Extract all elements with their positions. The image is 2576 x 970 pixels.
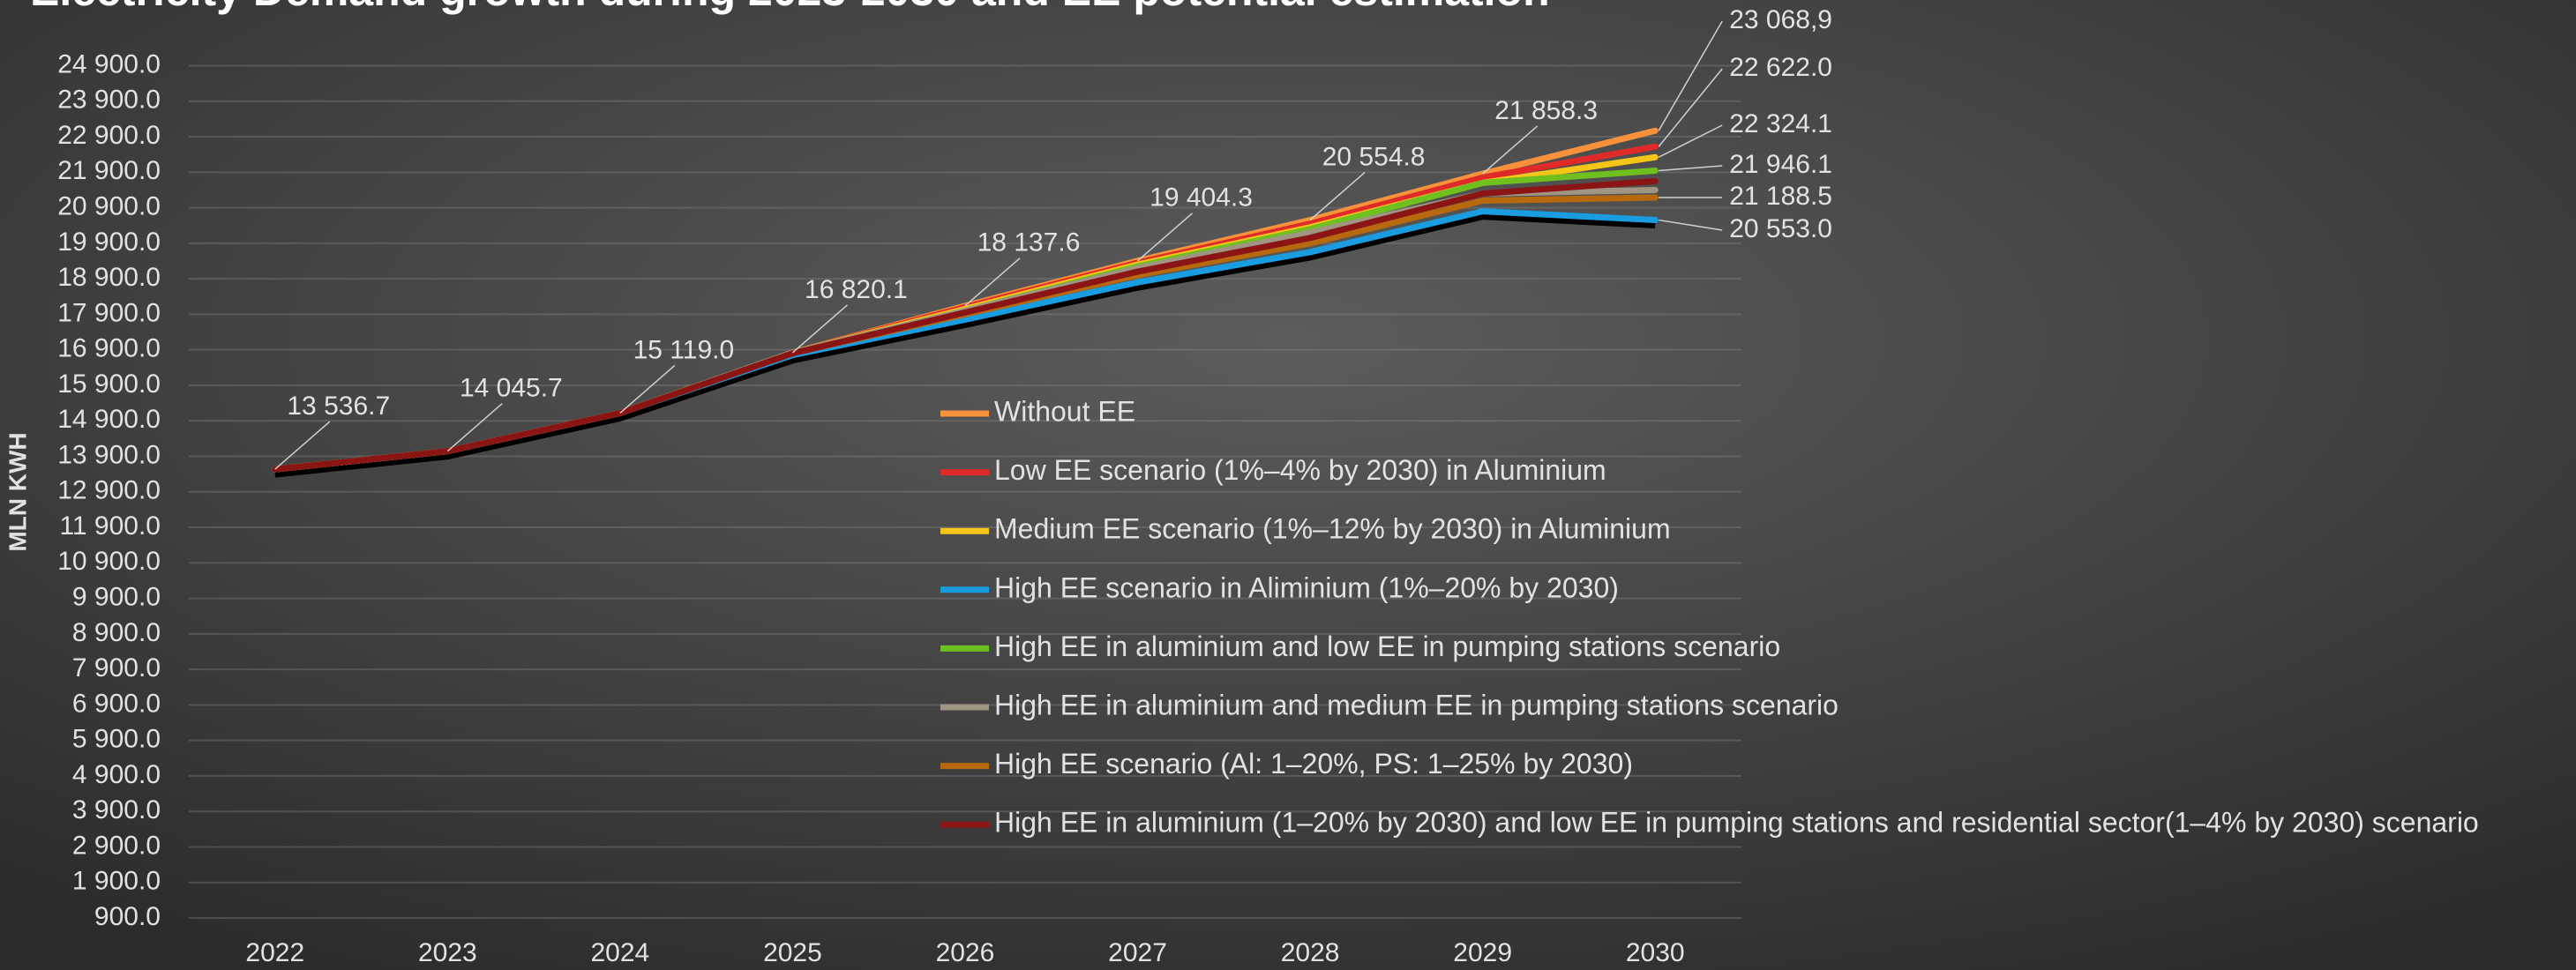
y-tick-label: 19 900.0 — [57, 228, 161, 257]
leader-line — [446, 403, 503, 452]
legend-label: High EE scenario in Aliminium (1%–20% by… — [994, 571, 1619, 603]
legend-label: Low EE scenario (1%–4% by 2030) in Alumi… — [994, 454, 1606, 486]
y-tick-label: 21 900.0 — [57, 156, 161, 185]
y-tick-label: 15 900.0 — [57, 369, 161, 399]
data-label: 21 858.3 — [1494, 96, 1598, 125]
data-label: 23 068,9 — [1729, 5, 1832, 34]
y-tick-label: 4 900.0 — [72, 760, 161, 789]
y-tick-label: 9 900.0 — [72, 582, 161, 611]
legend-label: Medium EE scenario (1%–12% by 2030) in A… — [994, 513, 1671, 545]
data-label: 20 554.8 — [1322, 142, 1426, 171]
series-line — [272, 177, 1659, 473]
data-label: 21 946.1 — [1729, 150, 1832, 179]
y-tick-label: 1 900.0 — [72, 867, 161, 896]
data-label: 20 553.0 — [1729, 214, 1832, 243]
y-tick-label: 20 900.0 — [57, 192, 161, 221]
x-tick-label: 2025 — [763, 938, 822, 967]
leader-line — [1659, 165, 1723, 172]
y-tick-label: 8 900.0 — [72, 618, 161, 647]
data-label: 21 188.5 — [1729, 182, 1832, 211]
legend-label: Without EE — [994, 395, 1135, 427]
x-tick-label: 2023 — [418, 938, 477, 967]
legend-label: High EE in aluminium and medium EE in pu… — [994, 689, 1838, 720]
y-tick-label: 2 900.0 — [72, 831, 161, 860]
data-label: 13 536.7 — [287, 392, 390, 421]
y-axis-title: MLN KWH — [4, 432, 31, 551]
x-tick-label: 2028 — [1281, 938, 1340, 967]
y-tick-label: 10 900.0 — [57, 547, 161, 576]
y-tick-label: 7 900.0 — [72, 653, 161, 683]
leader-line — [964, 257, 1021, 307]
x-tick-label: 2026 — [936, 938, 995, 967]
leader-line — [1659, 219, 1723, 231]
leader-line — [1658, 124, 1723, 158]
y-tick-label: 17 900.0 — [57, 298, 161, 327]
y-tick-label: 22 900.0 — [57, 121, 161, 150]
data-label: 14 045.7 — [460, 374, 563, 403]
y-tick-label: 13 900.0 — [57, 440, 161, 469]
data-label: 19 404.3 — [1149, 183, 1253, 213]
leader-line — [1482, 125, 1539, 175]
leader-line — [274, 421, 331, 470]
leader-line — [619, 364, 676, 414]
x-tick-label: 2024 — [591, 938, 650, 967]
y-tick-label: 16 900.0 — [57, 334, 161, 363]
leader-line — [1309, 171, 1366, 221]
y-tick-label: 3 900.0 — [72, 795, 161, 824]
x-tick-label: 2022 — [245, 938, 304, 967]
legend-label: High EE in aluminium and low EE in pumpi… — [994, 630, 1780, 662]
data-label: 16 820.1 — [805, 275, 908, 304]
legend-label: High EE in aluminium (1–20% by 2030) and… — [994, 807, 2479, 839]
x-tick-label: 2030 — [1626, 938, 1685, 967]
y-tick-label: 24 900.0 — [57, 49, 161, 78]
y-tick-label: 18 900.0 — [57, 263, 161, 292]
y-tick-label: 900.0 — [94, 902, 161, 931]
legend-label: High EE scenario (Al: 1–20%, PS: 1–25% b… — [994, 748, 1633, 780]
y-tick-label: 12 900.0 — [57, 476, 161, 505]
data-label: 18 137.6 — [977, 228, 1081, 257]
leader-line — [1658, 20, 1723, 131]
leader-line — [791, 304, 848, 354]
x-tick-label: 2029 — [1453, 938, 1512, 967]
y-tick-label: 23 900.0 — [57, 86, 161, 115]
data-label: 22 622.0 — [1729, 53, 1832, 82]
line-shadow — [274, 212, 1656, 478]
x-tick-label: 2027 — [1108, 938, 1167, 967]
data-label: 15 119.0 — [633, 335, 735, 364]
y-tick-label: 6 900.0 — [72, 689, 161, 718]
data-label: 22 324.1 — [1729, 109, 1832, 138]
y-tick-label: 11 900.0 — [59, 511, 161, 541]
y-tick-label: 5 900.0 — [72, 725, 161, 754]
chart-title: Electricity Demand growth during 2023-20… — [30, 0, 1550, 15]
leader-line — [1137, 213, 1194, 262]
y-tick-label: 14 900.0 — [57, 405, 161, 434]
leader-line — [1658, 68, 1723, 147]
